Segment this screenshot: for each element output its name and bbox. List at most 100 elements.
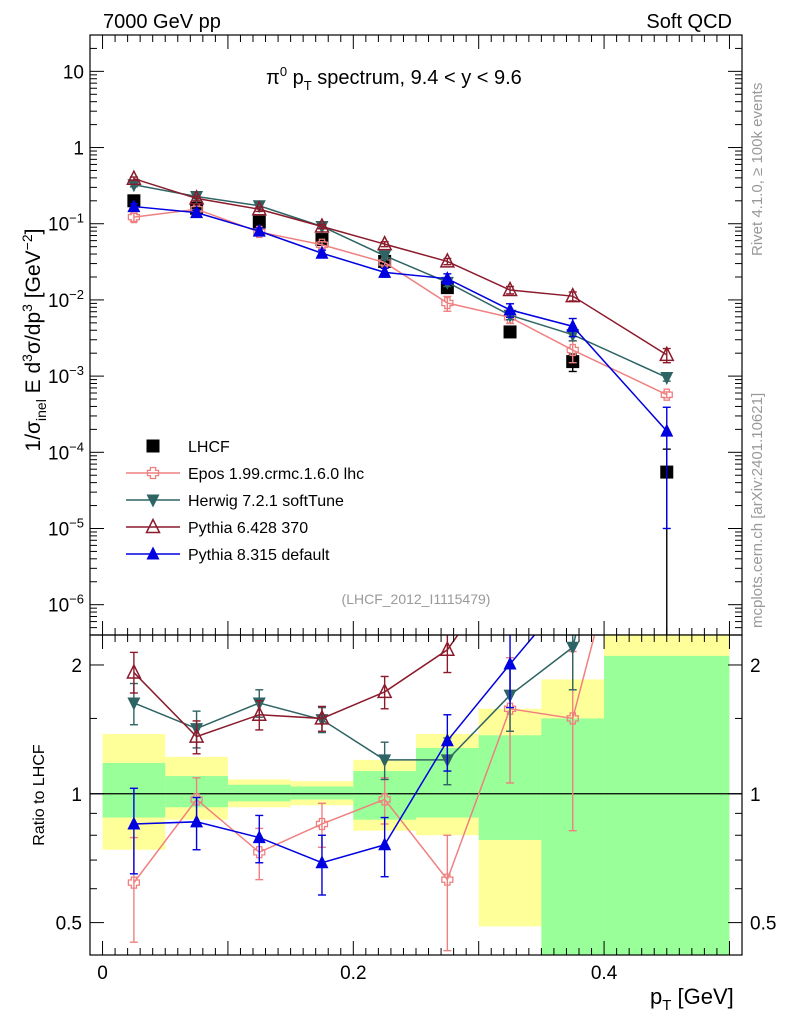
data-point-triangle-open <box>504 553 517 566</box>
series-pythia-6-428-370 <box>126 419 579 755</box>
main-y-axis: 10 1 10−1 10−2 10−3 10−4 10−5 10−6 <box>48 34 742 636</box>
series-line <box>133 177 668 356</box>
data-point-triangle-down <box>127 697 141 711</box>
data-point-triangle-down <box>660 256 673 269</box>
data-point-triangle-up <box>503 302 517 316</box>
data-point-triangle-up <box>378 264 392 278</box>
data-point-triangle-open <box>566 419 579 432</box>
x-tick-label: 0.2 <box>340 963 366 984</box>
data-point-triangle-up <box>315 245 329 259</box>
y-tick-label: 10 <box>63 62 84 83</box>
data-point-triangle-up <box>315 855 329 869</box>
y-tick-label: 10−6 <box>48 592 84 617</box>
ratio-tick-label-left: 0.5 <box>56 914 82 935</box>
data-point-triangle-down <box>660 371 674 385</box>
data-point-triangle-open <box>502 280 518 297</box>
legend-label: Pythia 6.428 370 <box>188 520 308 537</box>
data-point-cross <box>127 876 141 889</box>
data-point-square <box>146 439 160 453</box>
data-point-cross <box>315 817 329 831</box>
ratio-tick-label-right: 0.5 <box>750 914 776 935</box>
legend-label: Epos 1.99.crmc.1.6.0 lhc <box>188 466 364 483</box>
data-point-triangle-open <box>188 727 205 743</box>
legend-entry: Pythia 6.428 370 <box>126 517 308 537</box>
data-point-cross <box>441 873 454 886</box>
legend-label: Herwig 7.2.1 softTune <box>188 493 344 510</box>
data-point-triangle-open <box>439 640 456 657</box>
data-point-triangle-up <box>378 837 392 851</box>
data-point-triangle-up <box>190 205 204 219</box>
x-tick-label: 0 <box>97 963 108 984</box>
data-point-triangle-up <box>127 816 141 830</box>
data-point-triangle-open <box>251 200 267 216</box>
data-point-triangle-up <box>190 814 204 828</box>
series-line <box>133 635 459 738</box>
main-y-label: 1/σinel E d3σ/dp3 [GeV−2] <box>19 229 49 452</box>
data-point-cross <box>566 712 579 725</box>
data-point-triangle-down <box>127 179 141 193</box>
data-point-triangle-down <box>146 494 160 508</box>
data-point-triangle-open <box>314 217 330 233</box>
ratio-series-layer <box>126 256 673 952</box>
data-point-cross <box>503 702 517 715</box>
data-point-triangle-open <box>314 709 330 725</box>
data-point-triangle-up <box>566 582 579 595</box>
svg-text:π0 pT spectrum, 9.4 < y < 9.6: π0 pT spectrum, 9.4 < y < 9.6 <box>266 64 522 93</box>
data-point-triangle-open <box>251 705 267 722</box>
data-point-triangle-up <box>440 733 454 747</box>
analysis-id: (LHCF_2012_I1115479) <box>342 591 491 607</box>
svg-text:pT [GeV]: pT [GeV] <box>650 984 734 1014</box>
data-point-triangle-open <box>126 663 142 679</box>
svg-text:1/σinel E d3σ/dp3 [GeV−2]: 1/σinel E d3σ/dp3 [GeV−2] <box>19 229 49 452</box>
ratio-panel: 0.5 0.5 1 1 2 2 0 0.2 0.4 <box>56 256 776 984</box>
data-point-triangle-open <box>145 517 161 534</box>
legend-entry: Herwig 7.2.1 softTune <box>126 493 344 510</box>
legend-label: LHCF <box>188 439 230 456</box>
legend-label: Pythia 8.315 default <box>188 547 330 564</box>
ratio-tick-label-right: 1 <box>750 785 761 806</box>
data-point-triangle-up <box>146 546 160 560</box>
band-green <box>604 655 730 955</box>
data-point-triangle-open <box>126 169 142 185</box>
data-point-triangle-up <box>660 423 674 437</box>
ratio-tick-label-right: 2 <box>750 656 761 677</box>
data-point-triangle-open <box>659 345 675 362</box>
site-note: mcplots.cern.ch [arXiv:2401.10621] <box>749 393 766 628</box>
band-green <box>227 784 291 802</box>
data-point-cross <box>146 466 160 480</box>
y-tick-label: 10−3 <box>48 363 84 388</box>
series-line <box>133 205 668 432</box>
beam-label: 7000 GeV pp <box>103 11 221 33</box>
series-pythia-8-315-default <box>127 582 579 896</box>
data-point-cross <box>127 211 141 224</box>
data-point-triangle-up <box>252 223 266 237</box>
main-panel: 10 1 10−1 10−2 10−3 10−4 10−5 10−6 LHCF Epos 1.9… <box>48 34 743 636</box>
ratio-x-axis: 0 0.2 0.4 <box>97 635 730 984</box>
process-label: Soft QCD <box>646 11 732 33</box>
data-point-triangle-down <box>378 250 392 264</box>
band-green <box>290 786 354 800</box>
y-tick-label: 10−2 <box>48 287 84 312</box>
series-epos-1-99-crmc-1-6-0-lhc <box>127 203 673 401</box>
data-point-triangle-down <box>378 754 392 768</box>
data-point-triangle-open <box>188 189 205 205</box>
y-tick-label: 10−5 <box>48 515 84 540</box>
ratio-y-label: Ratio to LHCF <box>31 744 48 846</box>
series-pythia-6-428-370 <box>126 169 675 364</box>
data-point-triangle-up <box>127 199 141 213</box>
series-line <box>133 208 668 396</box>
data-point-triangle-open <box>565 286 581 303</box>
ratio-uncertainty-bands <box>102 635 730 955</box>
data-point-triangle-open <box>376 682 393 699</box>
main-x-axis <box>102 35 730 635</box>
data-point-triangle-down <box>566 641 580 655</box>
legend-entry: Pythia 8.315 default <box>126 546 330 564</box>
data-point-triangle-up <box>503 656 517 670</box>
data-point-triangle-open <box>439 252 456 268</box>
data-point-cross <box>441 296 454 310</box>
y-tick-label: 1 <box>73 139 84 160</box>
data-point-square <box>252 215 266 229</box>
legend-entry: Epos 1.99.crmc.1.6.0 lhc <box>126 466 364 483</box>
ratio-tick-label-left: 1 <box>71 785 82 806</box>
